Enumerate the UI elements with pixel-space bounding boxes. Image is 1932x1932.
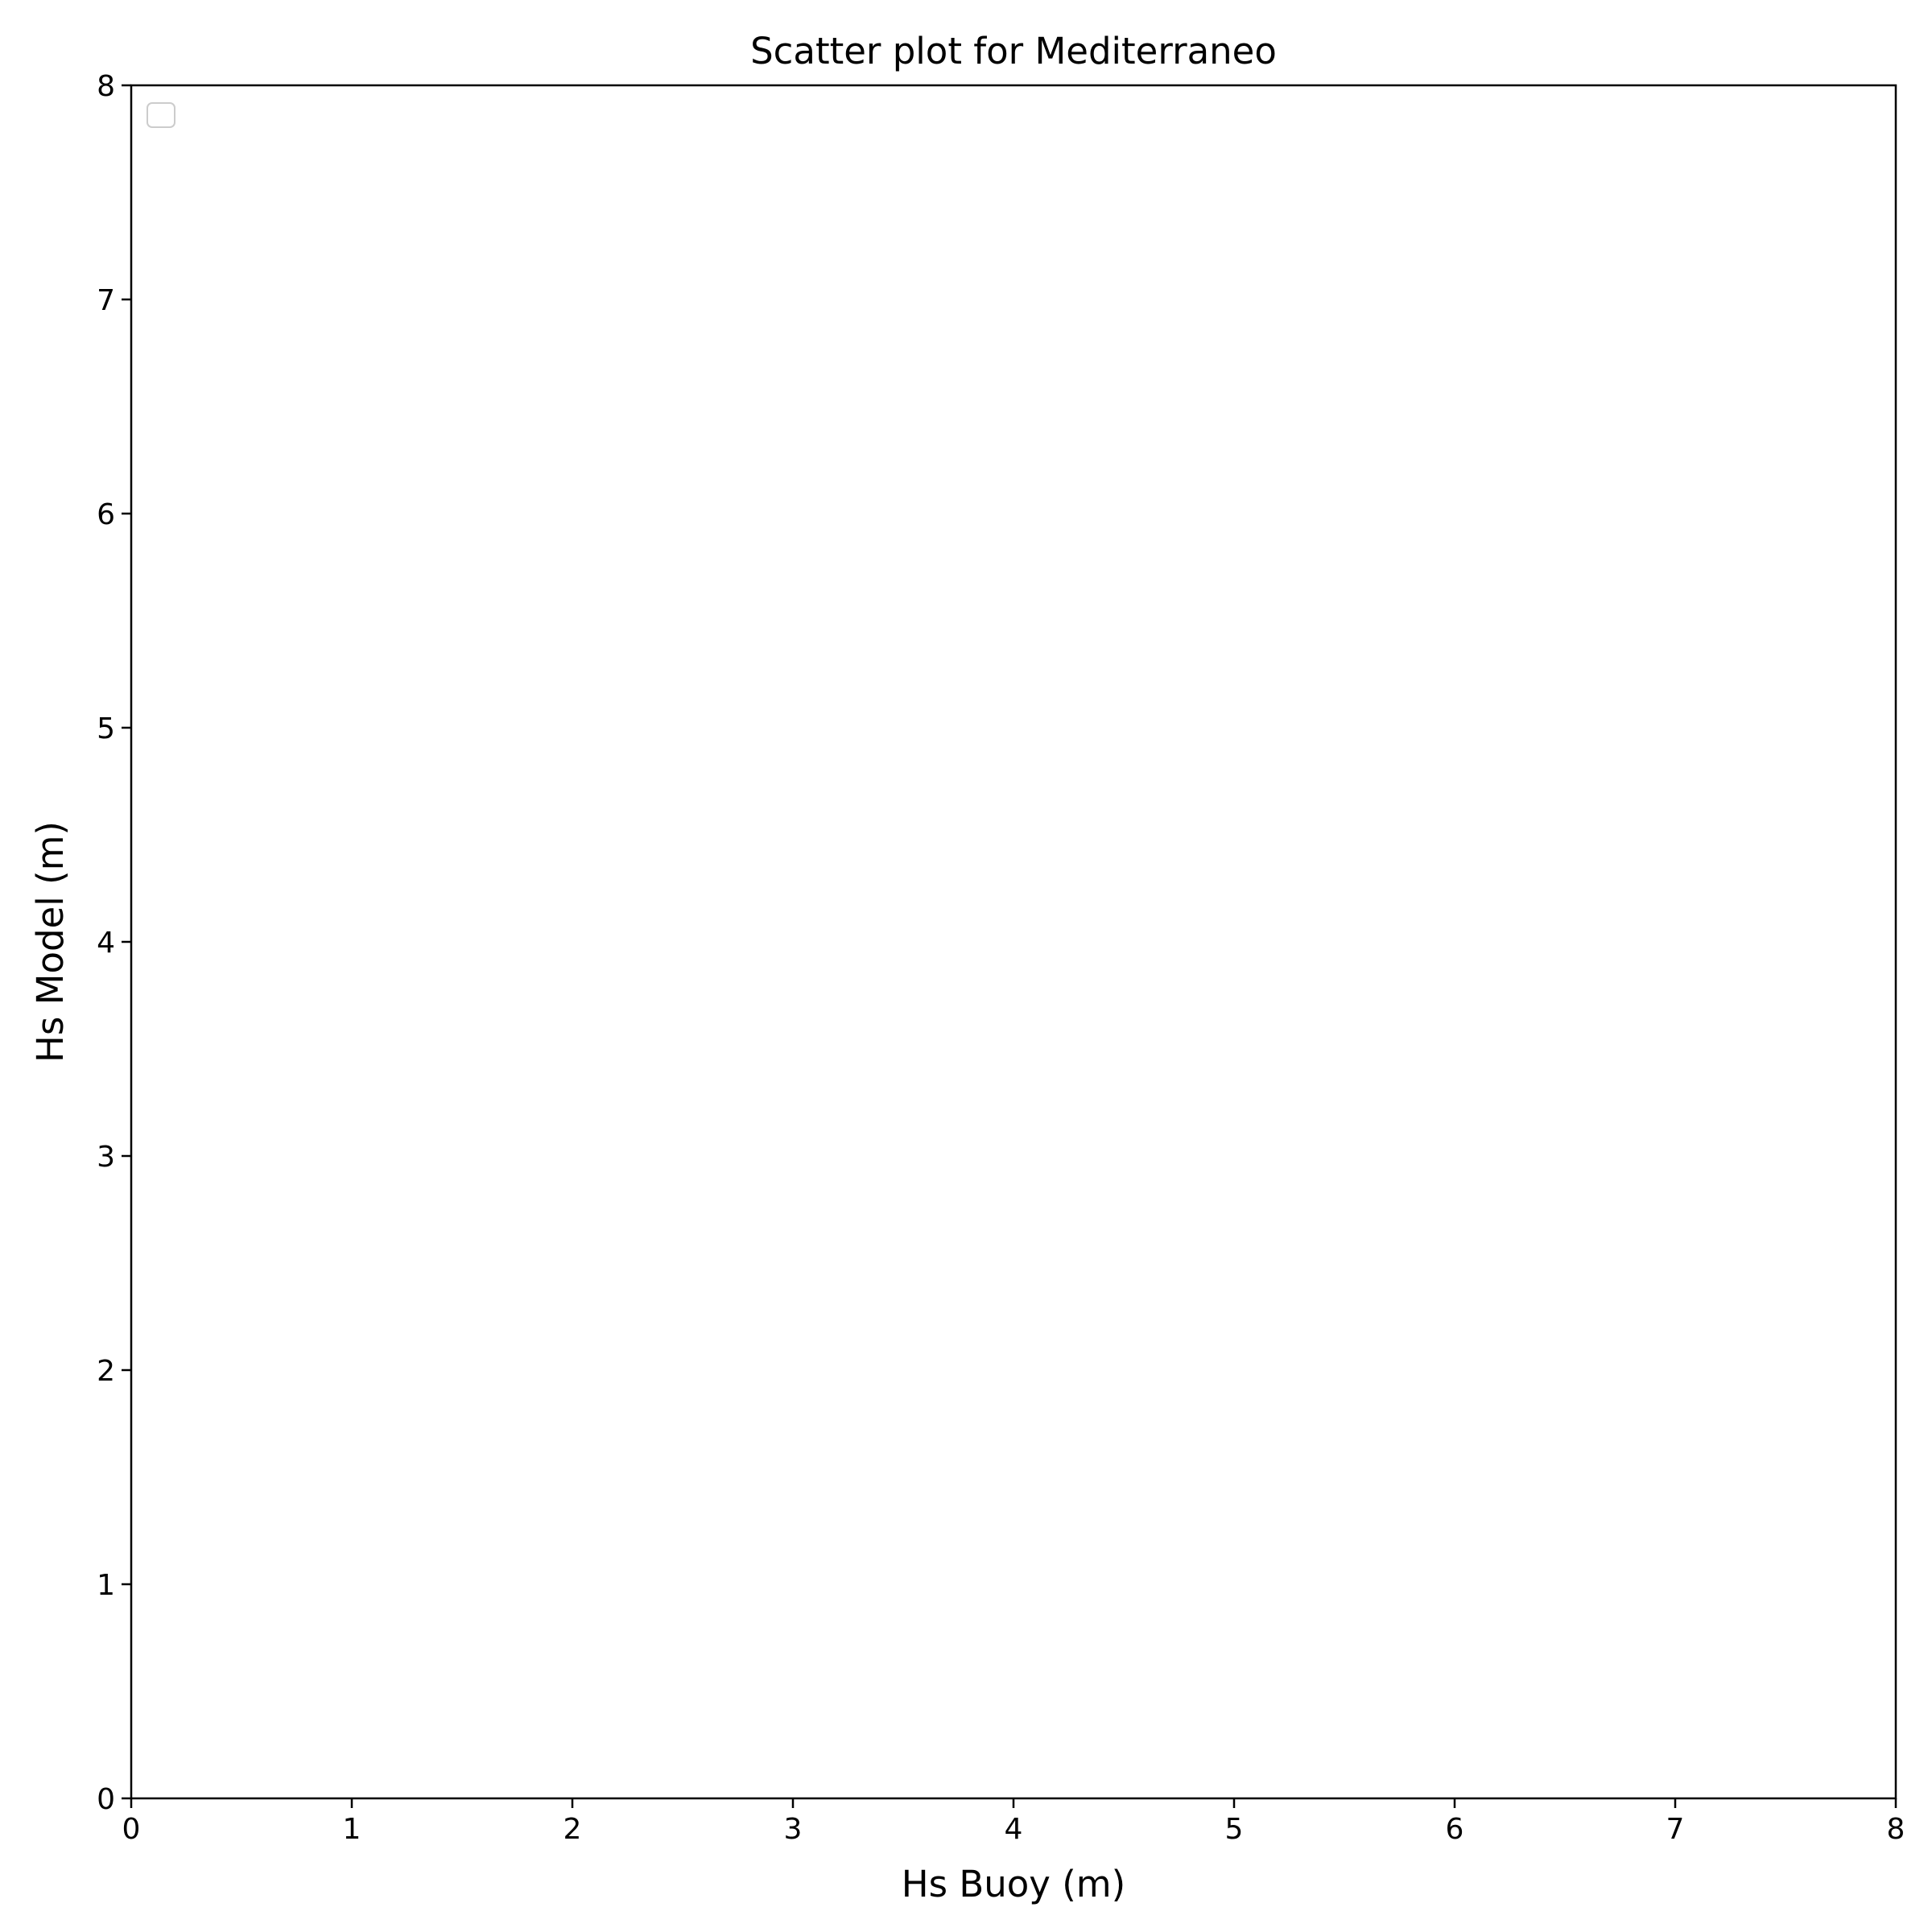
y-tick-label: 5 xyxy=(97,712,115,745)
x-tick-label: 4 xyxy=(1005,1813,1023,1846)
y-tick-label: 2 xyxy=(97,1355,115,1388)
y-tick-label: 0 xyxy=(97,1783,115,1816)
y-tick-label: 6 xyxy=(97,498,115,531)
y-axis-ticks: 0 1 2 3 4 5 6 7 8 xyxy=(97,70,131,1816)
y-tick-label: 3 xyxy=(97,1141,115,1174)
x-tick-label: 6 xyxy=(1446,1813,1464,1846)
x-axis-label: Hs Buoy (m) xyxy=(902,1863,1125,1905)
plot-area xyxy=(131,85,1896,1798)
y-tick-label: 4 xyxy=(97,927,115,960)
x-tick-label: 8 xyxy=(1887,1813,1905,1846)
chart-title: Scatter plot for Mediterraneo xyxy=(750,30,1277,72)
y-axis-label: Hs Model (m) xyxy=(29,821,72,1063)
y-tick-label: 7 xyxy=(97,284,115,317)
y-tick-label: 8 xyxy=(97,70,115,103)
x-tick-label: 7 xyxy=(1666,1813,1685,1846)
x-tick-label: 5 xyxy=(1225,1813,1244,1846)
y-tick-label: 1 xyxy=(97,1569,115,1602)
x-tick-label: 1 xyxy=(343,1813,361,1846)
legend-box xyxy=(147,102,175,128)
x-tick-label: 3 xyxy=(784,1813,803,1846)
x-tick-label: 0 xyxy=(122,1813,141,1846)
x-axis-ticks: 0 1 2 3 4 5 6 7 8 xyxy=(122,1798,1905,1846)
plot-frame xyxy=(130,84,1897,1800)
x-tick-label: 2 xyxy=(564,1813,582,1846)
